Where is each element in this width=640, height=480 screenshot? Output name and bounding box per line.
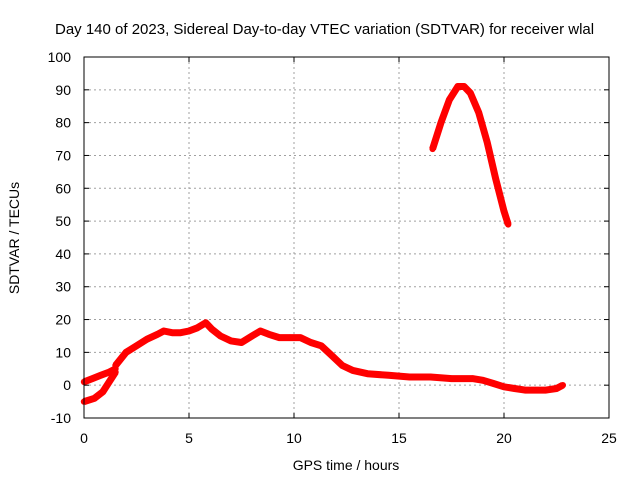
data-point [112, 362, 119, 369]
data-point [467, 89, 474, 97]
data-point [427, 373, 434, 381]
data-point [122, 349, 130, 356]
x-axis-label: GPS time / hours [293, 457, 400, 473]
data-point [479, 377, 487, 384]
data-point [460, 83, 468, 90]
data-point [286, 334, 293, 341]
data-point [349, 367, 356, 374]
data-point [185, 327, 193, 335]
x-tick-label: 10 [286, 430, 302, 446]
data-series [80, 83, 566, 405]
data-point [307, 339, 314, 346]
data-point [437, 119, 445, 126]
y-tick-label: 10 [55, 344, 71, 360]
data-point [475, 109, 482, 117]
y-tick-label: 70 [55, 147, 71, 163]
y-tick-label: 40 [55, 246, 71, 262]
y-tick-label: 90 [55, 82, 71, 98]
plot-frame [83, 56, 610, 419]
data-point [265, 331, 272, 338]
data-point [89, 375, 96, 382]
data-point [238, 339, 245, 346]
data-point [385, 372, 392, 379]
data-point [429, 145, 436, 153]
y-tick-label: 0 [63, 377, 71, 393]
data-point [248, 332, 256, 340]
x-tick-label: 20 [496, 430, 512, 446]
y-tick-label: 20 [55, 312, 71, 328]
data-point [469, 375, 476, 382]
data-point [208, 326, 216, 333]
data-point [97, 372, 105, 379]
data-point [227, 337, 235, 345]
data-point [542, 386, 550, 394]
axis-ticks: 0 5 10 15 20 25 -10 0 10 20 30 40 50 60 70 80 90 100 [48, 49, 617, 446]
data-point [454, 83, 461, 90]
y-axis-label: SDTVAR / TECUs [6, 182, 22, 294]
y-tick-label: 60 [55, 180, 71, 196]
data-point [446, 96, 453, 103]
data-point [532, 386, 539, 394]
data-point [500, 208, 508, 215]
data-point [177, 329, 184, 336]
x-tick-label: 0 [80, 430, 88, 446]
data-point [112, 368, 119, 376]
x-tick-label: 15 [391, 430, 407, 446]
y-tick-label: 100 [48, 49, 72, 65]
data-point [492, 175, 499, 182]
data-point [406, 373, 413, 381]
data-point [490, 380, 497, 387]
data-point [521, 386, 529, 394]
x-tick-label: 25 [601, 430, 617, 446]
data-point [500, 383, 508, 390]
data-point [202, 319, 209, 326]
data-point [339, 362, 346, 369]
data-point [505, 221, 512, 228]
data-point [364, 370, 371, 377]
data-point [154, 331, 161, 338]
data-point [217, 332, 224, 340]
data-point [91, 395, 98, 402]
data-point [257, 327, 264, 335]
data-point [553, 385, 560, 392]
chart-title: Day 140 of 2023, Sidereal Day-to-day VTE… [55, 21, 594, 38]
data-point [297, 334, 304, 341]
data-point [448, 375, 455, 382]
data-point [99, 388, 107, 395]
y-tick-label: 30 [55, 279, 71, 295]
data-point [559, 382, 566, 389]
y-tick-label: 50 [55, 213, 71, 229]
y-tick-label: 80 [55, 115, 71, 131]
data-point [276, 334, 283, 341]
y-tick-label: -10 [51, 410, 71, 426]
data-point [511, 385, 518, 392]
data-point [318, 342, 325, 349]
data-point [143, 336, 151, 343]
data-point [133, 342, 140, 349]
data-point [169, 329, 176, 336]
grid-lines [84, 57, 609, 418]
data-point [484, 139, 491, 146]
data-point [160, 327, 167, 335]
x-tick-label: 5 [185, 430, 193, 446]
data-point [106, 378, 113, 386]
data-point [328, 352, 335, 359]
data-point [194, 324, 201, 331]
